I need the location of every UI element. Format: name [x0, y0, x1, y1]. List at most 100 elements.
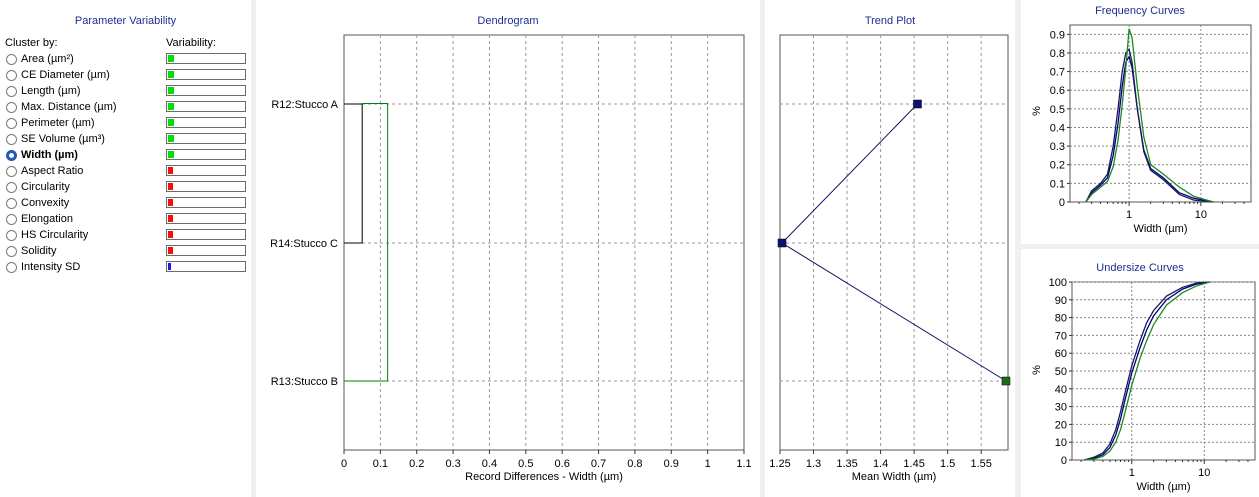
y-tick-label: 0 [1059, 197, 1065, 209]
y-tick-label: 0.6 [1050, 85, 1065, 97]
parameter-label[interactable]: Perimeter (µm) [21, 117, 95, 129]
trend-point [913, 99, 922, 109]
radio-8[interactable] [6, 182, 17, 193]
variability-bar [166, 245, 246, 256]
parameter-label[interactable]: Solidity [21, 245, 57, 257]
variability-bar-fill [168, 151, 174, 158]
radio-0[interactable] [6, 54, 17, 65]
series-line-1 [1083, 281, 1211, 461]
variability-bar-fill [168, 183, 173, 190]
x-tick-label: 0.2 [409, 458, 424, 470]
parameter-label[interactable]: Circularity [21, 181, 70, 193]
series-line-0 [1083, 281, 1211, 461]
radio-4[interactable] [6, 118, 17, 129]
parameter-label[interactable]: Width (µm) [21, 149, 78, 161]
parameter-label[interactable]: SE Volume (µm³) [21, 133, 105, 145]
radio-11[interactable] [6, 230, 17, 241]
variability-bar [166, 117, 246, 128]
undersize-curves-ylabel: % [1030, 365, 1043, 375]
cluster-by-label: Cluster by: [5, 37, 58, 49]
variability-bar-fill [168, 263, 171, 270]
y-tick-label: 70 [1055, 330, 1067, 342]
parameter-label[interactable]: Length (µm) [21, 85, 81, 97]
radio-9[interactable] [6, 198, 17, 209]
radio-13[interactable] [6, 262, 17, 273]
x-tick-label: 1.25 [769, 458, 790, 470]
x-tick-label: 0.8 [627, 458, 642, 470]
y-tick-label: 60 [1055, 348, 1067, 360]
x-tick-label: 1.4 [873, 458, 888, 470]
variability-bar-fill [168, 247, 173, 254]
x-tick-label: 0.9 [664, 458, 679, 470]
undersize-curves-title: Undersize Curves [1096, 262, 1184, 274]
y-tick-label: 0.1 [1050, 178, 1065, 190]
y-tick-label: 80 [1055, 313, 1067, 325]
y-tick-label: 0.7 [1050, 67, 1065, 79]
radio-6[interactable] [6, 150, 17, 161]
radio-3[interactable] [6, 102, 17, 113]
parameter-label[interactable]: CE Diameter (µm) [21, 69, 110, 81]
parameter-label[interactable]: Intensity SD [21, 261, 81, 273]
x-tick-label: 0.1 [373, 458, 388, 470]
radio-1[interactable] [6, 70, 17, 81]
parameter-label[interactable]: HS Circularity [21, 229, 89, 241]
parameter-variability-panel: Parameter Variability Cluster by: Variab… [0, 0, 251, 497]
x-tick-label: 0 [341, 458, 347, 470]
dendrogram-link-2 [344, 103, 389, 382]
trend-point [777, 238, 787, 248]
variability-bar-fill [168, 215, 173, 222]
parameter-label[interactable]: Convexity [21, 197, 70, 209]
x-tick-label: 1 [1129, 467, 1135, 479]
parameter-label[interactable]: Area (µm²) [21, 53, 74, 65]
y-tick-label: 0.5 [1050, 104, 1065, 116]
radio-2[interactable] [6, 86, 17, 97]
x-tick-label: 1.55 [970, 458, 991, 470]
series-line-2 [1084, 281, 1211, 461]
parameter-variability-title: Parameter Variability [74, 15, 177, 27]
frequency-curves-xlabel: Width (µm) [1133, 223, 1188, 235]
variability-bar-fill [168, 119, 174, 126]
frequency-curves-ylabel: % [1030, 106, 1043, 116]
y-tick-label: 0.4 [1050, 122, 1065, 134]
dendrogram-chart: 0 0.1 0.2 0.3 0.4 0.5 0.6 0.7 0.8 0.9 1 1.1 R12:Stuc… [270, 34, 752, 470]
y-tick-label: 10 [1055, 437, 1067, 449]
y-tick-label: 20 [1055, 419, 1067, 431]
y-tick-label: 90 [1055, 295, 1067, 307]
variability-bar [166, 181, 246, 192]
variability-bar [166, 133, 246, 144]
variability-bar [166, 69, 246, 80]
x-tick-label: 1 [705, 458, 711, 470]
parameter-label[interactable]: Aspect Ratio [21, 165, 84, 177]
variability-bar-fill [168, 135, 174, 142]
frequency-curves-chart: 0 0.1 0.2 0.3 0.4 0.5 0.6 0.7 0.8 0.9 1 10 [1050, 24, 1252, 221]
parameter-label[interactable]: Elongation [21, 213, 73, 225]
x-tick-label: 1.35 [836, 458, 857, 470]
y-tick-label: 0.9 [1050, 29, 1065, 41]
x-tick-label: 0.6 [555, 458, 570, 470]
trend-plot-panel: Trend Plot 1.25 1.3 1.35 1.4 1.45 1.5 1.55 Mea… [765, 0, 1015, 497]
y-tick-label: 0.8 [1050, 48, 1065, 60]
variability-bar [166, 85, 246, 96]
radio-12[interactable] [6, 246, 17, 257]
radio-7[interactable] [6, 166, 17, 177]
variability-bar [166, 213, 246, 224]
parameter-label[interactable]: Max. Distance (µm) [21, 101, 117, 113]
x-tick-label: 0.5 [518, 458, 533, 470]
y-tick-label: 100 [1049, 277, 1067, 289]
trend-plot-title: Trend Plot [864, 15, 916, 27]
variability-bar [166, 229, 246, 240]
undersize-curves-xlabel: Width (µm) [1136, 481, 1191, 493]
variability-bar-fill [168, 87, 174, 94]
variability-bar-fill [168, 199, 173, 206]
y-tick-label: 0.2 [1050, 160, 1065, 172]
dendrogram-panel: Dendrogram 0 0.1 0.2 0.3 0.4 0.5 0.6 0.7 0.8 0.9 1… [256, 0, 760, 497]
y-tick-label: 30 [1055, 402, 1067, 414]
variability-label: Variability: [166, 37, 216, 49]
variability-bar-fill [168, 231, 173, 238]
y-tick-label: 40 [1055, 384, 1067, 396]
x-tick-label: 1.45 [903, 458, 924, 470]
y-tick-label: 0.3 [1050, 141, 1065, 153]
radio-10[interactable] [6, 214, 17, 225]
x-tick-label: 1 [1126, 209, 1132, 221]
radio-5[interactable] [6, 134, 17, 145]
